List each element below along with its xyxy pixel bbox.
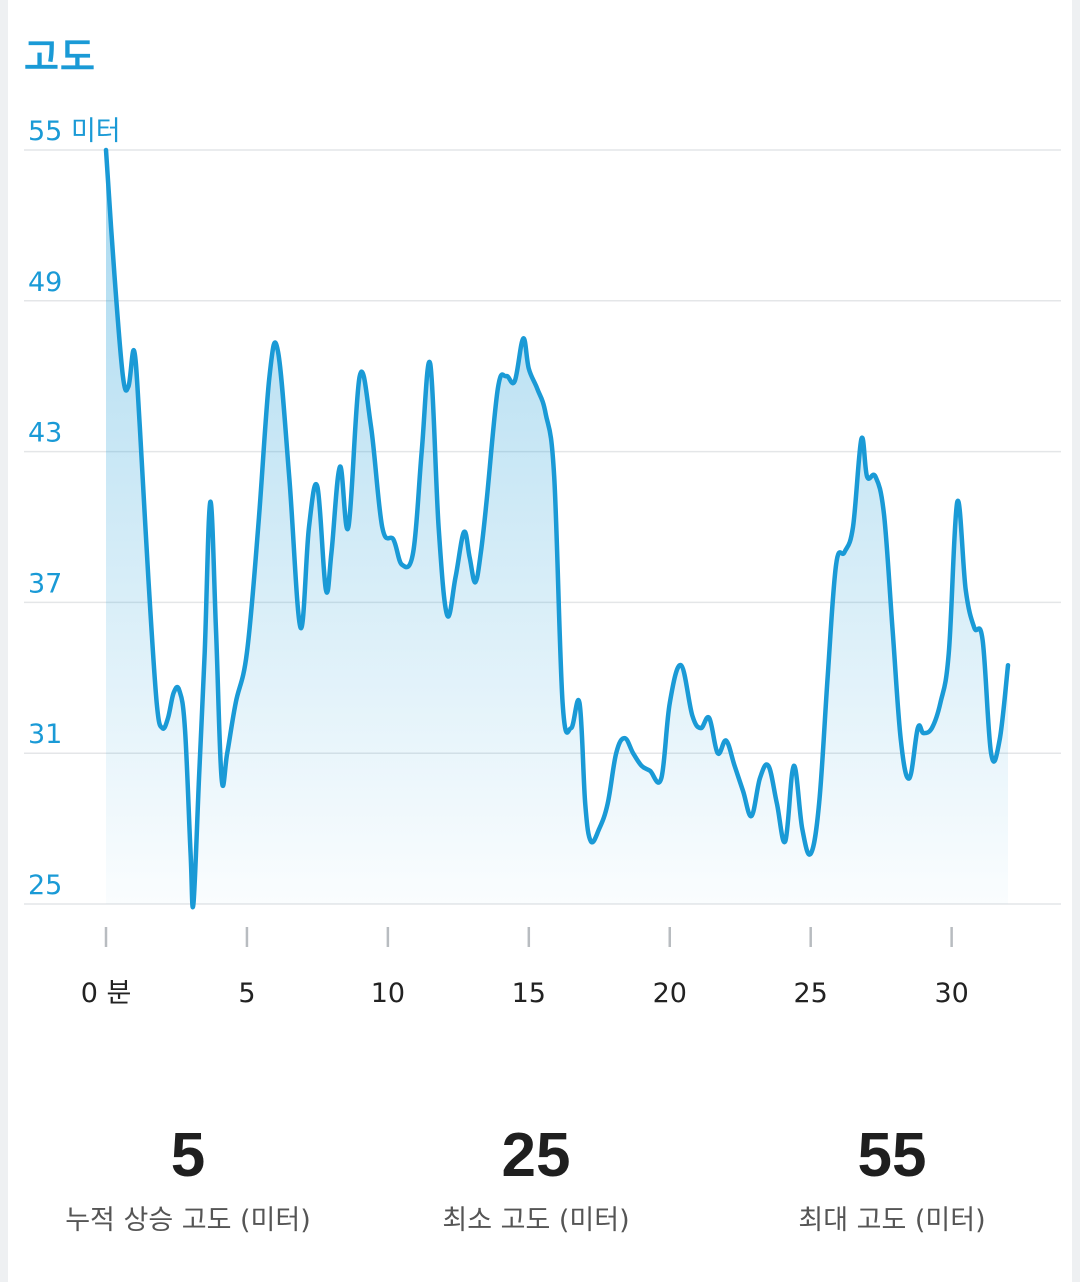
elevation-card: 고도 25 31 37 43 49 55 미터 0 분 5 10 15 20 25 30 5 누적 상…	[8, 0, 1072, 1282]
elevation-line	[103, 147, 1011, 910]
x-tick-label: 0 분	[81, 978, 132, 1009]
y-tick-label: 37	[28, 568, 62, 599]
x-tick-label: 20	[653, 978, 687, 1009]
x-tick-label: 5	[238, 978, 255, 1009]
stat-value: 55	[857, 1121, 927, 1190]
elevation-area	[106, 150, 1008, 908]
x-tick-label: 25	[794, 978, 828, 1009]
y-tick-label: 49	[28, 267, 62, 298]
stat-label: 최대 고도 (미터)	[798, 1205, 986, 1236]
stat-max-elevation: 55 최대 고도 (미터)	[712, 1118, 1072, 1237]
stat-label: 최소 고도 (미터)	[442, 1205, 630, 1236]
stat-value: 25	[501, 1121, 571, 1190]
stat-value: 5	[170, 1121, 206, 1190]
stat-label: 누적 상승 고도 (미터)	[65, 1205, 311, 1236]
y-tick-label: 31	[28, 719, 62, 750]
x-tick-label: 30	[934, 978, 968, 1009]
x-tick-label: 15	[512, 978, 546, 1009]
y-tick-label: 55 미터	[28, 116, 121, 147]
y-tick-label: 25	[28, 870, 62, 901]
x-tick-label: 10	[371, 978, 405, 1009]
stat-min-elevation: 25 최소 고도 (미터)	[356, 1118, 716, 1237]
elevation-chart: 25 31 37 43 49 55 미터 0 분 5 10 15 20 25 30	[24, 116, 1061, 1009]
stat-total-ascent: 5 누적 상승 고도 (미터)	[8, 1118, 368, 1237]
y-tick-label: 43	[28, 418, 62, 449]
card-title: 고도	[24, 35, 96, 79]
